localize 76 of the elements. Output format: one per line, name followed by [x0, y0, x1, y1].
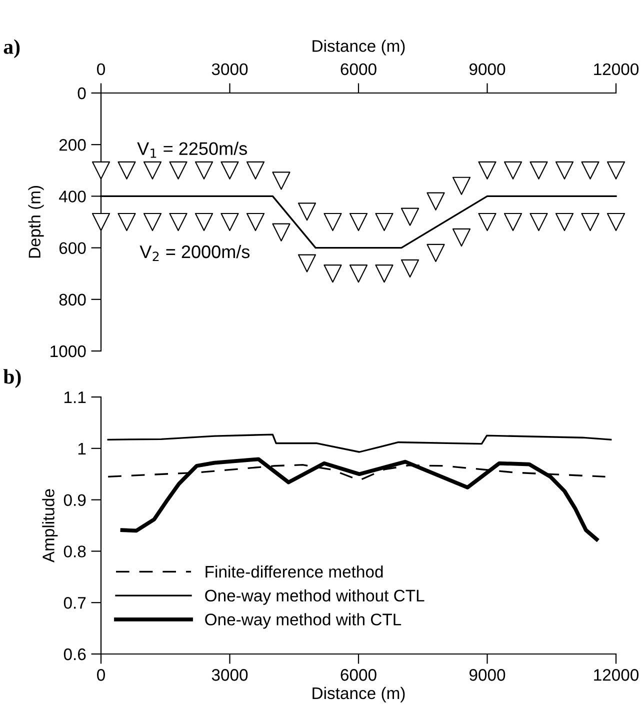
point	[606, 212, 626, 232]
point	[118, 161, 136, 180]
point	[169, 161, 188, 180]
point	[92, 212, 110, 232]
line-series	[107, 434, 612, 453]
x-axis-title: Distance (m)	[312, 686, 405, 702]
point	[530, 161, 548, 180]
chart-title: a)	[4, 39, 20, 58]
point	[504, 212, 522, 232]
x-tick-label: 6000	[340, 63, 376, 76]
point	[143, 212, 162, 232]
point	[118, 212, 136, 232]
y-tick-label: 1	[78, 442, 86, 454]
point	[194, 161, 214, 180]
point	[349, 264, 368, 283]
point	[324, 264, 342, 283]
point	[555, 161, 574, 180]
point	[504, 161, 522, 180]
point	[194, 212, 214, 232]
point	[426, 244, 445, 262]
point	[246, 212, 265, 232]
x-tick-label: 3000	[212, 669, 248, 681]
y-axis-title: Amplitude	[42, 489, 58, 563]
point	[400, 208, 420, 226]
legend-label: Finite-difference method	[206, 565, 383, 578]
point	[581, 161, 600, 180]
point	[220, 161, 239, 180]
point	[478, 161, 496, 180]
x-tick-label: 3000	[212, 63, 248, 76]
point	[426, 192, 445, 210]
point	[220, 212, 239, 232]
y-tick-label: 600	[59, 242, 86, 254]
x-tick-label: 0	[97, 669, 105, 681]
y-tick-label: 0.7	[64, 597, 86, 609]
x-tick-label: 9000	[469, 63, 506, 76]
point	[298, 254, 316, 272]
y-tick-label: 0	[78, 87, 86, 100]
point	[375, 212, 394, 232]
point	[581, 212, 600, 232]
y-tick-label: 1000	[50, 345, 86, 358]
y-tick-label: 0.8	[64, 546, 86, 558]
point	[400, 259, 420, 278]
chart-title: b)	[3, 369, 21, 388]
annotation: V$_{1}$ = 2250m/s	[137, 142, 247, 158]
point	[298, 202, 316, 221]
point	[143, 161, 162, 180]
y-tick-label: 0.9	[64, 494, 86, 506]
x-tick-label: 0	[97, 63, 105, 76]
point	[555, 212, 574, 232]
y-tick-label: 1.1	[64, 392, 86, 404]
point	[530, 212, 548, 232]
point	[375, 264, 394, 283]
y-tick-label: 0.6	[64, 648, 86, 660]
point	[272, 223, 290, 242]
point	[92, 161, 110, 180]
x-tick-label: 6000	[340, 669, 376, 681]
x-axis-title: Distance (m)	[312, 40, 405, 56]
point	[272, 172, 290, 190]
point	[452, 176, 471, 195]
point	[169, 212, 188, 232]
point	[349, 212, 368, 232]
legend-label: One-way method without CTL	[205, 589, 424, 605]
x-tick-label: 9000	[469, 669, 506, 681]
point	[324, 212, 342, 232]
point	[452, 228, 471, 247]
point	[478, 212, 496, 232]
y-tick-label: 800	[59, 294, 86, 306]
y-tick-label: 200	[59, 139, 86, 151]
annotation: V$_{2}$ = 2000m/s	[140, 244, 250, 261]
x-tick-label: 12000	[594, 669, 639, 681]
point	[246, 161, 265, 180]
legend-label: One-way method with CTL	[205, 613, 402, 629]
point	[606, 161, 626, 180]
y-axis-title: Depth (m)	[28, 186, 44, 258]
x-tick-label: 12000	[594, 63, 639, 76]
y-tick-label: 400	[58, 190, 86, 202]
